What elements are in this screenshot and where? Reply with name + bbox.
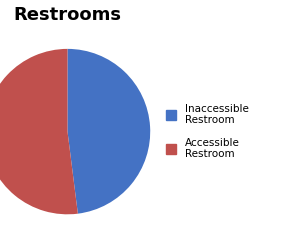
Wedge shape	[0, 49, 78, 214]
Title: Restrooms: Restrooms	[14, 6, 122, 24]
Wedge shape	[68, 49, 150, 214]
Legend: Inaccessible
Restroom, Accessible
Restroom: Inaccessible Restroom, Accessible Restro…	[166, 104, 248, 160]
